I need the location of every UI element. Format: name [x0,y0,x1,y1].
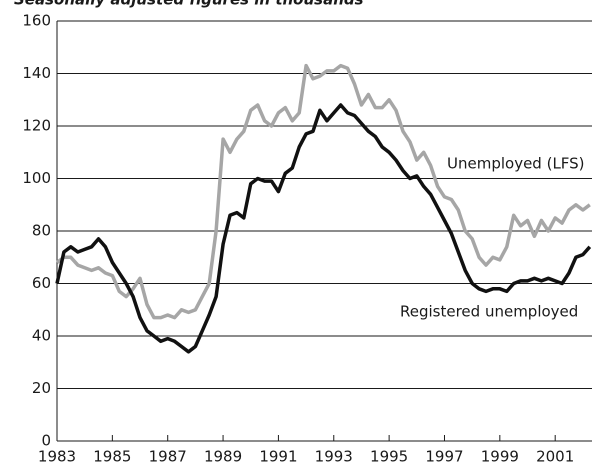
x-tick-label: 1993 [315,448,353,466]
x-tick-label: 1991 [259,448,297,466]
chart-title: Seasonally adjusted figures in thousands [14,0,364,9]
y-tick-label: 0 [41,432,51,450]
x-tick-label: 1997 [425,448,463,466]
x-tick-label: 1987 [149,448,187,466]
y-tick-label: 80 [32,222,51,240]
series-line [55,103,592,354]
y-tick-label: 40 [32,327,51,345]
y-tick-label: 100 [22,169,51,187]
y-tick-label: 140 [22,64,51,82]
y-tick-label: 20 [32,379,51,397]
y-tick-label: 60 [32,274,51,292]
x-tick-label: 1985 [93,448,131,466]
series-line [55,63,591,320]
x-tick-label: 1995 [370,448,408,466]
x-tick-label: 1989 [204,448,242,466]
y-tick-label: 120 [22,117,51,135]
x-tick-label: 1999 [481,448,519,466]
annotation: Unemployed (LFS) [447,155,585,173]
y-tick-label: 160 [22,12,51,30]
annotation: Registered unemployed [400,303,578,321]
x-tick-label: 2001 [536,448,574,466]
x-tick-label: 1983 [38,448,76,466]
